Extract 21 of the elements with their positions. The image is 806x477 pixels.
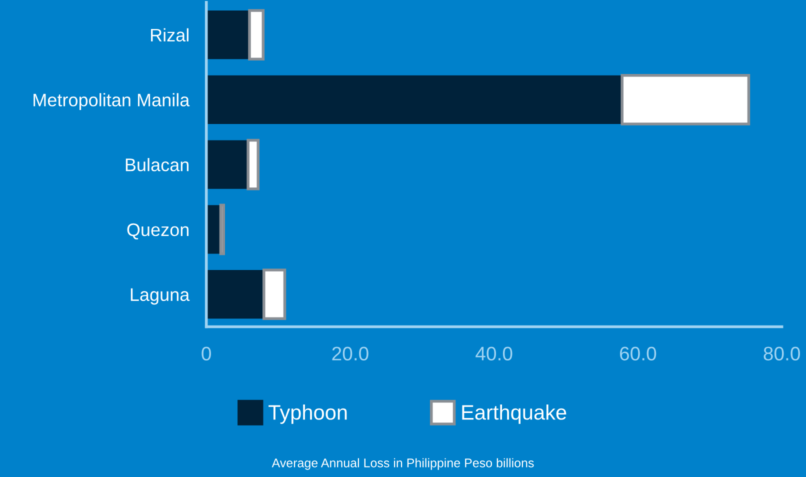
x-tick-label: 0 (202, 346, 211, 360)
legend-label: Earthquake (462, 404, 566, 424)
bar (262, 268, 286, 320)
legend-label: Typhoon (268, 404, 347, 424)
bar (206, 75, 622, 124)
bar (206, 140, 248, 189)
bar (206, 10, 250, 60)
text: Average Annual Loss in Philippine Peso billions (272, 458, 534, 470)
bar (248, 9, 265, 61)
bar (246, 138, 260, 190)
x-tick-label: 40.0 (476, 346, 512, 360)
y-tick-label: Laguna (130, 288, 190, 305)
x-tick-label: 60.0 (620, 346, 656, 360)
x-tick-label: 20.0 (332, 346, 368, 360)
y-tick-label: Bulacan (126, 158, 188, 172)
x-tick-label: 80.0 (764, 346, 800, 360)
bar (206, 270, 264, 319)
y-tick-label: Metropolitan Manila (34, 93, 190, 110)
y-tick-label: Quezon (127, 223, 188, 240)
bar (219, 204, 225, 256)
y-tick-label: Rizal (151, 28, 188, 42)
